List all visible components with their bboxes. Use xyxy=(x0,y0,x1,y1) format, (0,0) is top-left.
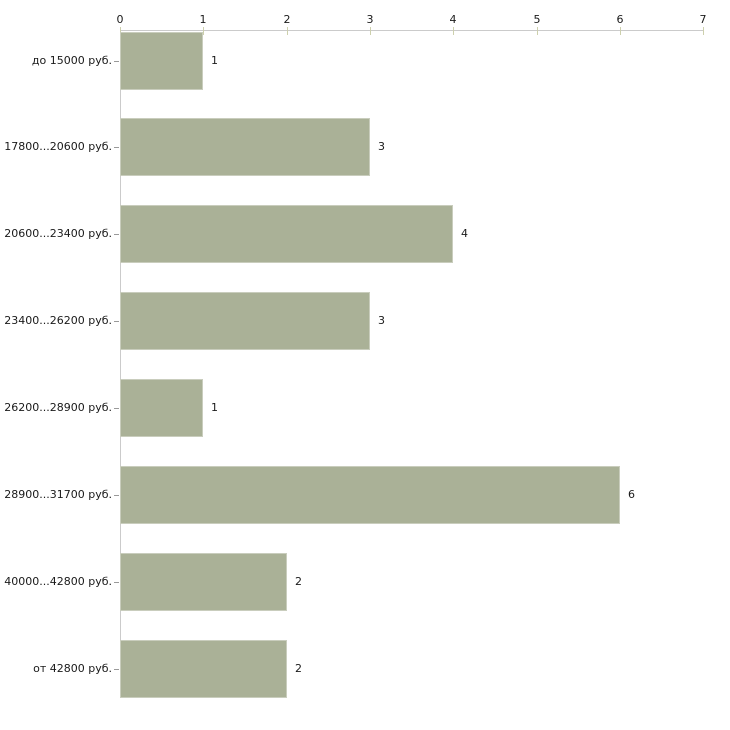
y-axis-tick-mark xyxy=(114,669,119,670)
category-label: 40000...42800 руб. xyxy=(4,575,112,588)
bar xyxy=(120,118,370,176)
bar-value-label: 1 xyxy=(211,54,218,67)
category-label: 20600...23400 руб. xyxy=(4,227,112,240)
y-axis-tick-mark xyxy=(114,321,119,322)
category-label: от 42800 руб. xyxy=(33,662,112,675)
x-axis-tick-label: 6 xyxy=(616,13,624,26)
y-axis-line xyxy=(120,30,121,698)
category-label: 26200...28900 руб. xyxy=(4,401,112,414)
x-axis-tick-mark xyxy=(203,27,204,35)
x-axis-tick-label: 2 xyxy=(283,13,291,26)
bar xyxy=(120,379,203,437)
x-axis-tick-mark xyxy=(453,27,454,35)
x-axis-tick-mark xyxy=(120,27,121,35)
y-axis-tick-mark xyxy=(114,582,119,583)
y-axis-tick-mark xyxy=(114,147,119,148)
x-axis-tick-mark xyxy=(703,27,704,35)
bar-value-label: 3 xyxy=(378,140,385,153)
bar xyxy=(120,292,370,350)
y-axis-tick-mark xyxy=(114,495,119,496)
y-axis-tick-mark xyxy=(114,234,119,235)
x-axis-tick-mark xyxy=(287,27,288,35)
category-label: 23400...26200 руб. xyxy=(4,314,112,327)
y-axis-tick-mark xyxy=(114,408,119,409)
bar xyxy=(120,32,203,90)
bar xyxy=(120,205,453,263)
category-label: 17800...20600 руб. xyxy=(4,140,112,153)
x-axis-tick-mark xyxy=(370,27,371,35)
x-axis-tick-label: 4 xyxy=(449,13,457,26)
x-axis-tick-label: 3 xyxy=(366,13,374,26)
bar-value-label: 2 xyxy=(295,662,302,675)
x-axis-tick-label: 5 xyxy=(533,13,541,26)
x-axis-tick-label: 1 xyxy=(199,13,207,26)
bar-value-label: 6 xyxy=(628,488,635,501)
bar-value-label: 2 xyxy=(295,575,302,588)
category-label: до 15000 руб. xyxy=(31,54,112,67)
x-axis-tick-mark xyxy=(537,27,538,35)
bar xyxy=(120,466,620,524)
x-axis-tick-label: 0 xyxy=(116,13,124,26)
bar xyxy=(120,640,287,698)
y-axis-tick-mark xyxy=(114,61,119,62)
x-axis-tick-label: 7 xyxy=(699,13,707,26)
category-label: 28900...31700 руб. xyxy=(4,488,112,501)
bar-value-label: 1 xyxy=(211,401,218,414)
bar-value-label: 3 xyxy=(378,314,385,327)
x-axis-line xyxy=(120,30,703,31)
bar xyxy=(120,553,287,611)
x-axis-tick-mark xyxy=(620,27,621,35)
bar-value-label: 4 xyxy=(461,227,468,240)
